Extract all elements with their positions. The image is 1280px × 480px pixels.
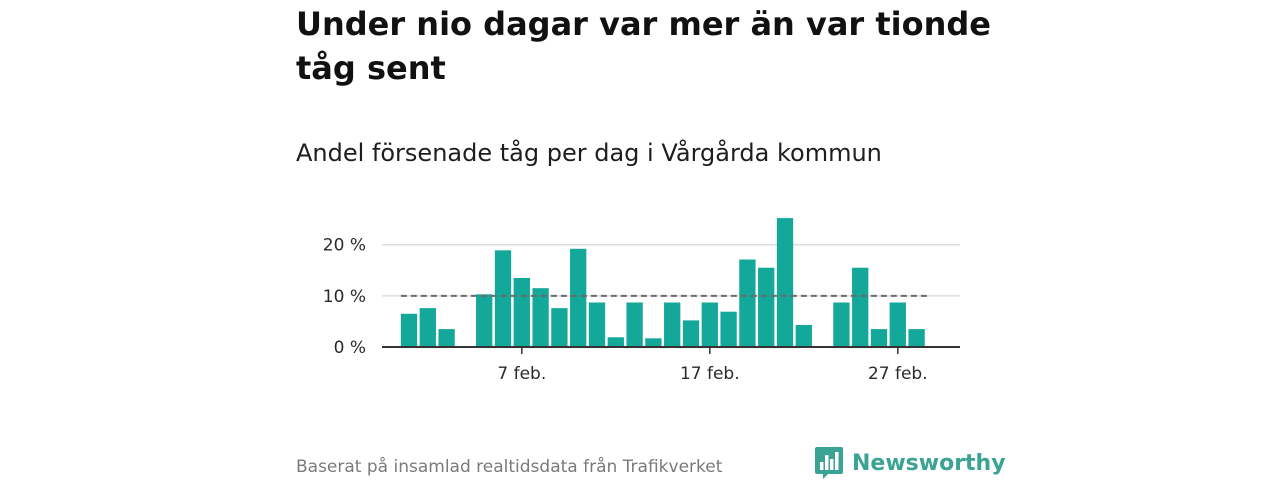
source-note: Baserat på insamlad realtidsdata från Tr… — [296, 457, 723, 477]
bar — [607, 337, 624, 347]
bar — [551, 308, 568, 347]
chart-subtitle: Andel försenade tåg per dag i Vårgårda k… — [296, 139, 882, 167]
y-tick-label: 0 % — [334, 338, 366, 358]
bar — [513, 277, 530, 347]
newsworthy-logo-icon — [815, 447, 843, 479]
bars — [400, 218, 925, 347]
tick-labels: 0 % 10 % 20 % 7 feb. 17 feb. 27 feb. — [323, 236, 928, 384]
bar — [532, 288, 549, 347]
bar — [889, 302, 906, 347]
y-tick-label: 10 % — [323, 287, 366, 307]
bar — [870, 329, 888, 347]
grid-lines — [382, 243, 960, 297]
bar — [701, 302, 718, 347]
bar — [400, 313, 418, 347]
bar — [758, 267, 775, 347]
bar — [833, 302, 850, 347]
bar — [664, 302, 681, 347]
brand-name: Newsworthy — [852, 450, 1006, 476]
bar — [494, 250, 512, 347]
bar — [908, 329, 925, 347]
bar — [476, 294, 493, 347]
bar — [795, 325, 812, 347]
bar — [588, 302, 606, 347]
x-tick-label: 7 feb. — [497, 364, 546, 384]
bar — [776, 218, 794, 347]
x-tick-label: 27 feb. — [868, 364, 928, 384]
bar — [645, 338, 662, 347]
bar — [419, 308, 436, 347]
x-tick-label: 17 feb. — [680, 364, 740, 384]
bar — [626, 302, 643, 347]
bar — [682, 320, 700, 347]
newsworthy-brand: Newsworthy — [814, 446, 1006, 480]
bar — [438, 329, 455, 347]
bar — [570, 248, 587, 347]
axes — [382, 346, 960, 354]
bar — [739, 259, 756, 347]
bar-chart: 0 % 10 % 20 % 7 feb. 17 feb. 27 feb. — [323, 218, 960, 384]
bar — [720, 311, 737, 347]
bar — [852, 267, 869, 347]
y-tick-label: 20 % — [323, 236, 366, 256]
chart-headline: Under nio dagar var mer än var tionde tå… — [296, 5, 991, 87]
